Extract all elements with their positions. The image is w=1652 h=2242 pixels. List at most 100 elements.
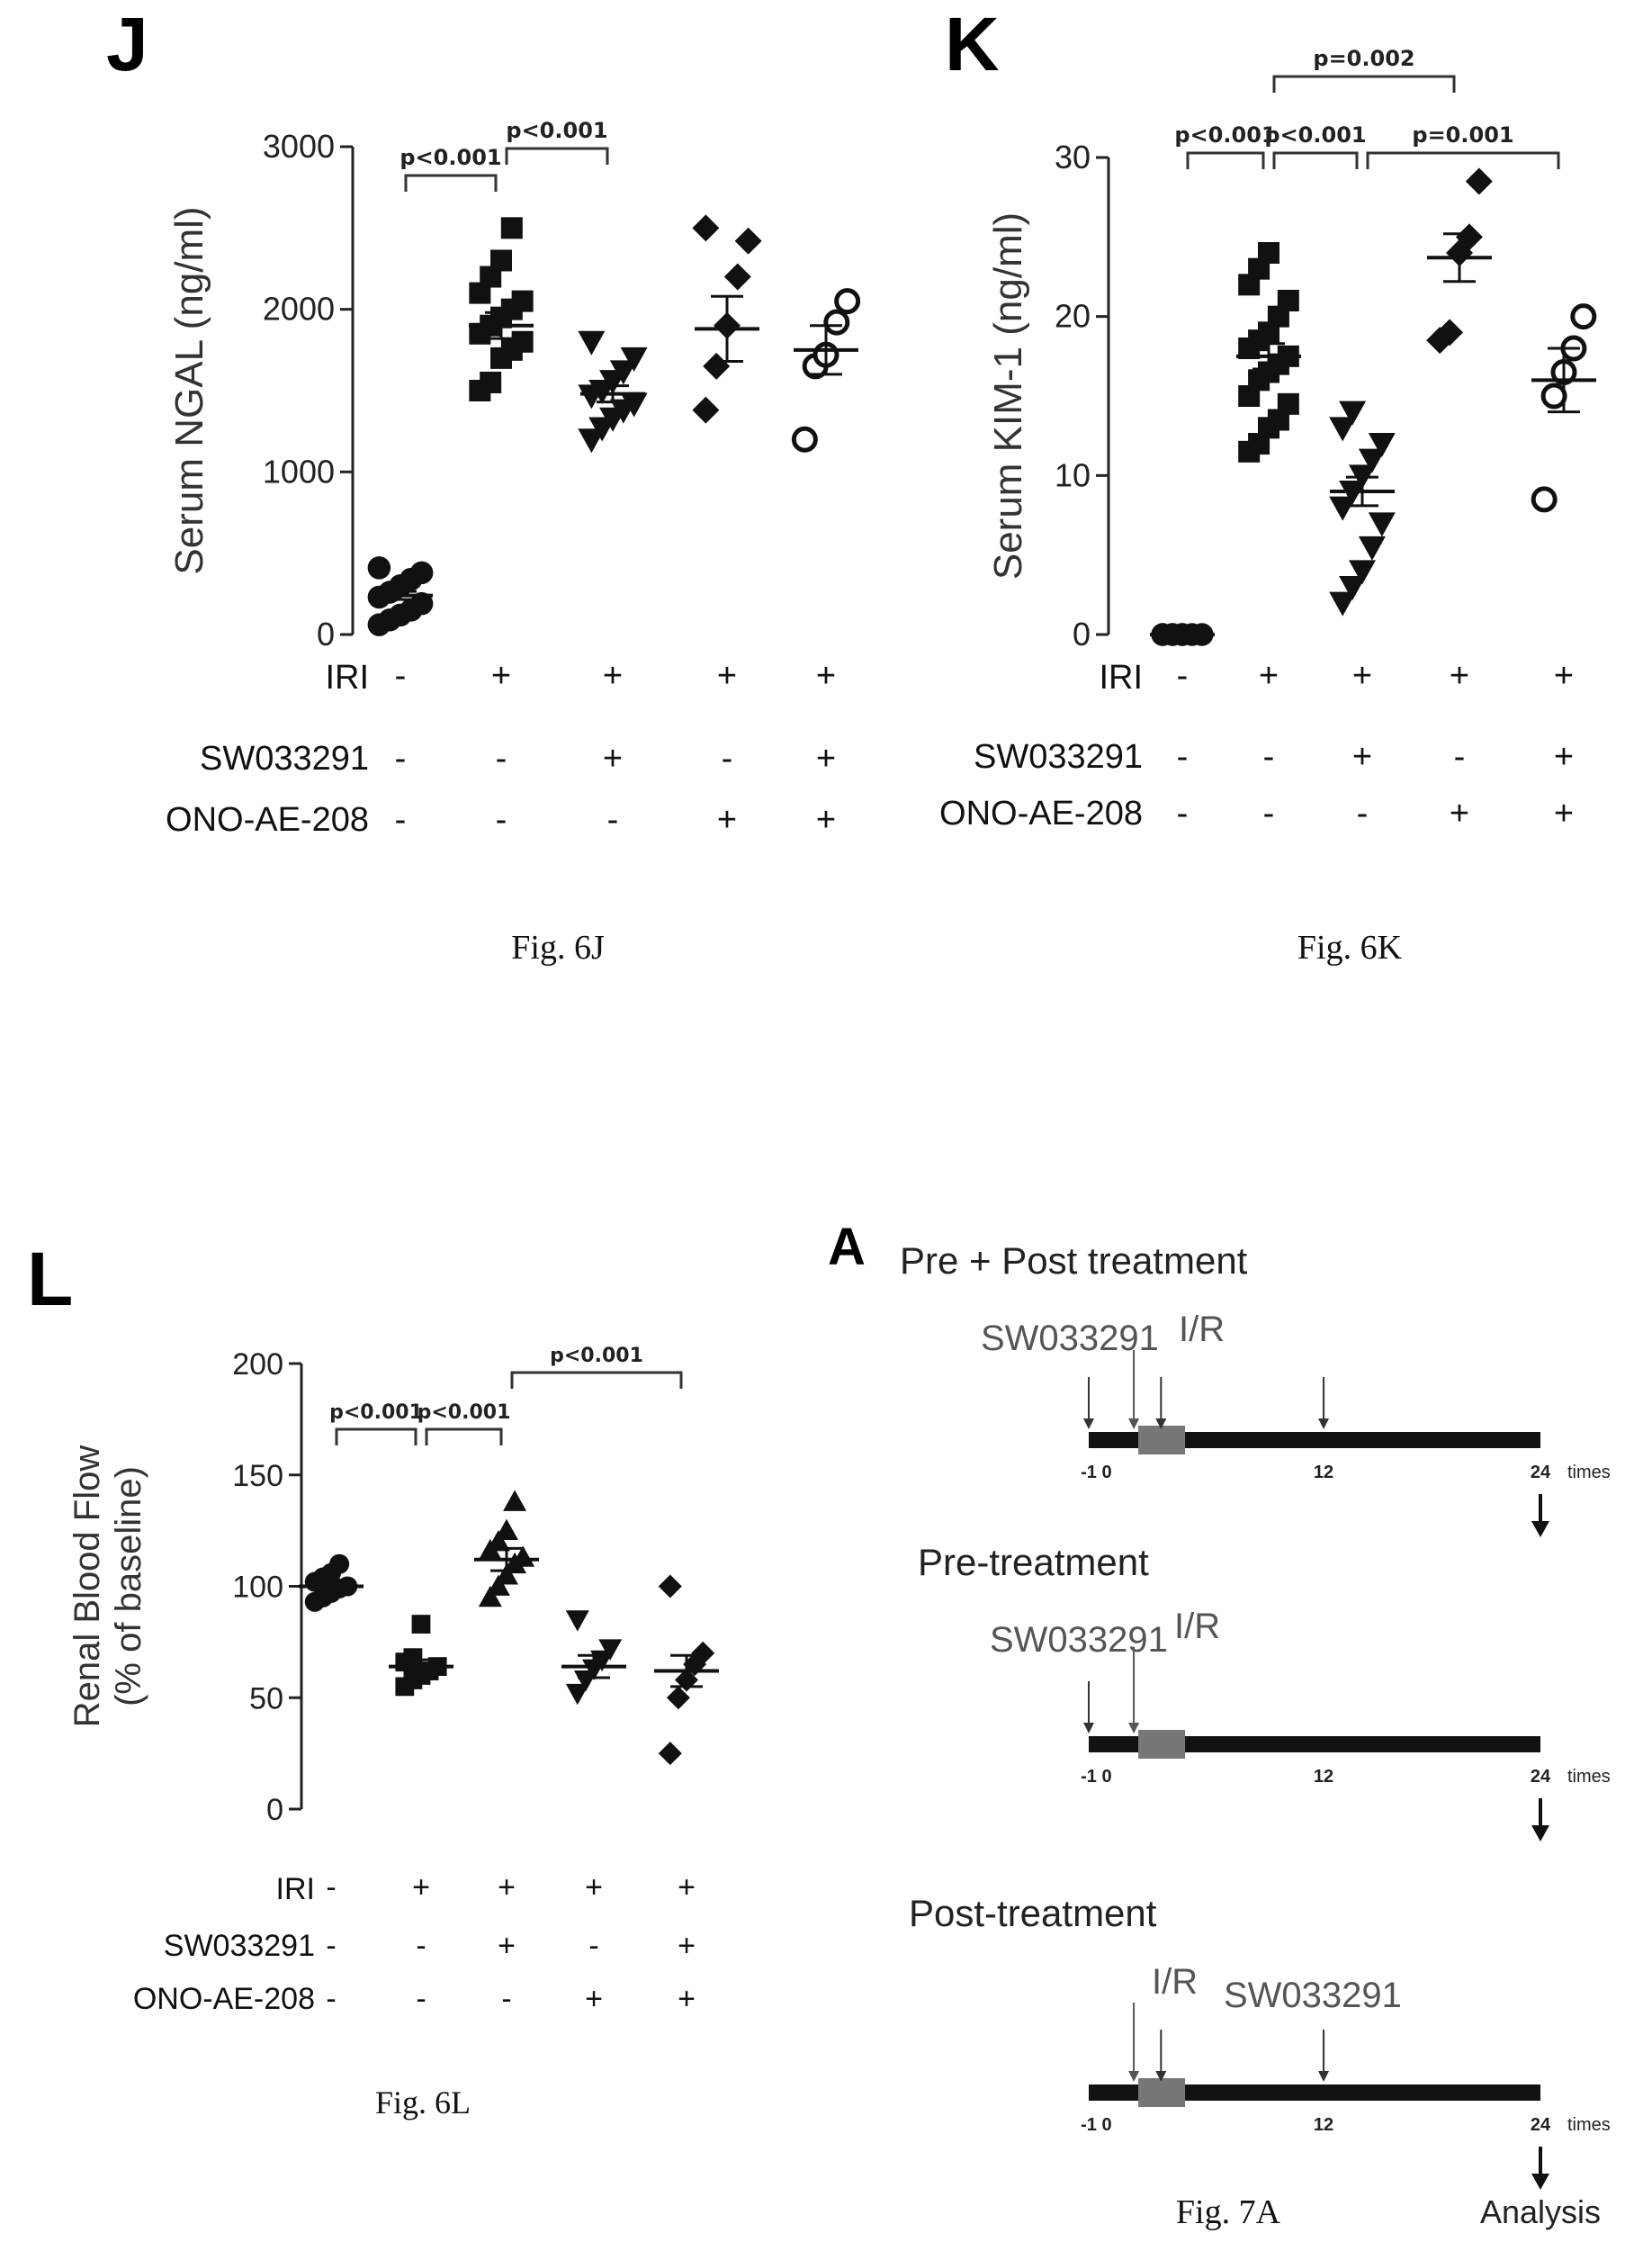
y-axis-label: Serum KIM-1 (ng/ml) (986, 212, 1030, 580)
drug-label: SW033291 (1224, 1976, 1402, 2015)
data-point (691, 1641, 715, 1665)
group-3 (692, 214, 762, 424)
panel-letter: K (945, 2, 1000, 86)
data-point (1436, 319, 1464, 347)
group-2 (474, 1490, 539, 1607)
data-point (411, 1615, 431, 1634)
condition-sign: + (717, 801, 737, 839)
y-tick-label: 50 (249, 1681, 283, 1715)
y-tick-label: 20 (1055, 298, 1091, 335)
dose-arrowhead (1318, 1418, 1330, 1429)
panel-L: L 0 50 100 150 200 Renal Blood Flow(% of basel… (27, 1237, 719, 2120)
data-point (723, 263, 751, 291)
y-tick-label: 150 (232, 1459, 283, 1493)
dose-arrowhead (1083, 1418, 1094, 1429)
data-point (1531, 486, 1558, 513)
data-point (598, 1639, 623, 1661)
p-value-label: p<0.001 (417, 1401, 511, 1424)
data-point (1339, 401, 1367, 426)
analysis-arrowhead (1531, 2174, 1549, 2190)
figure-caption: Fig. 6J (511, 929, 604, 967)
data-point (1277, 392, 1299, 415)
data-point (1329, 591, 1357, 617)
significance-bracket (404, 174, 498, 192)
data-point (703, 352, 731, 380)
time-tick-label: -1 (1081, 1463, 1097, 1482)
condition-sign: + (816, 657, 836, 695)
condition-sign: - (496, 740, 507, 778)
condition-sign: - (1357, 795, 1369, 833)
data-point (403, 1648, 423, 1668)
condition-sign: - (1177, 738, 1189, 776)
p-value-label: p<0.001 (1264, 122, 1366, 148)
data-point (478, 1585, 502, 1607)
condition-sign: + (717, 657, 737, 695)
condition-sign: + (678, 1870, 696, 1904)
time-unit-label: times (1567, 1767, 1611, 1787)
data-point (500, 217, 523, 239)
ir-arrowhead (1128, 1418, 1140, 1429)
data-point (409, 561, 434, 585)
significance-bracket (425, 1427, 503, 1445)
condition-label: ONO-AE-208 (133, 1982, 315, 2016)
condition-sign: - (326, 1929, 336, 1963)
data-point (511, 330, 534, 353)
timeline-bar (1089, 1736, 1540, 1752)
condition-sign: - (395, 740, 407, 778)
y-tick-label: 1000 (263, 453, 335, 490)
ischemia-block (1138, 2078, 1186, 2107)
y-tick-label: 3000 (263, 128, 335, 165)
data-point (823, 309, 850, 336)
analysis-arrowhead (1531, 1825, 1549, 1841)
y-axis-label-line: (% of baseline) (109, 1466, 148, 1706)
time-tick-label: 12 (1314, 1463, 1333, 1482)
ir-label: I/R (1152, 1962, 1198, 2002)
condition-sign: - (1263, 795, 1275, 833)
group-4 (1531, 303, 1597, 513)
data-point (511, 290, 534, 312)
data-point (329, 1553, 350, 1574)
data-point (409, 591, 434, 616)
data-point (620, 392, 648, 418)
p-value-label: p<0.001 (329, 1401, 423, 1424)
condition-label: ONO-AE-208 (939, 795, 1143, 833)
condition-sign: - (1263, 738, 1275, 776)
condition-label: ONO-AE-208 (166, 801, 369, 839)
drug-label: SW033291 (990, 1620, 1168, 1660)
figure-caption: Fig. 6K (1297, 929, 1403, 967)
data-point (1358, 448, 1386, 473)
condition-label: SW033291 (200, 740, 369, 778)
p-value-label: p<0.001 (506, 118, 607, 143)
dose-arrowhead (1155, 1418, 1167, 1429)
protocol-title: Post-treatment (909, 1892, 1157, 1934)
data-point (1465, 167, 1493, 195)
data-point (1339, 576, 1367, 600)
dose-arrowhead (1155, 2071, 1167, 2082)
condition-label: IRI (325, 659, 369, 697)
y-tick-label: 0 (317, 616, 335, 653)
significance-bracket (1366, 151, 1560, 169)
figure-caption: Fig. 6L (375, 2084, 471, 2120)
condition-sign: - (326, 1870, 336, 1904)
analysis-arrowhead (1531, 1521, 1549, 1537)
group-3 (1426, 167, 1493, 355)
data-point (658, 1574, 682, 1598)
condition-sign: - (395, 801, 407, 839)
data-point (734, 227, 762, 255)
p-value-label: p<0.001 (400, 145, 501, 170)
time-unit-label: times (1567, 1463, 1611, 1482)
data-point (1329, 417, 1357, 442)
data-point (490, 249, 512, 272)
condition-sign: + (412, 1870, 430, 1904)
data-point (578, 330, 606, 356)
figure-caption: Fig. 7A (1176, 2193, 1281, 2231)
condition-sign: + (603, 740, 623, 778)
data-point (609, 360, 637, 385)
group-4 (654, 1574, 719, 1766)
time-tick-label: 0 (1102, 1463, 1112, 1482)
significance-bracket (1272, 75, 1456, 93)
condition-sign: + (491, 657, 511, 695)
condition-sign: + (1259, 657, 1279, 695)
